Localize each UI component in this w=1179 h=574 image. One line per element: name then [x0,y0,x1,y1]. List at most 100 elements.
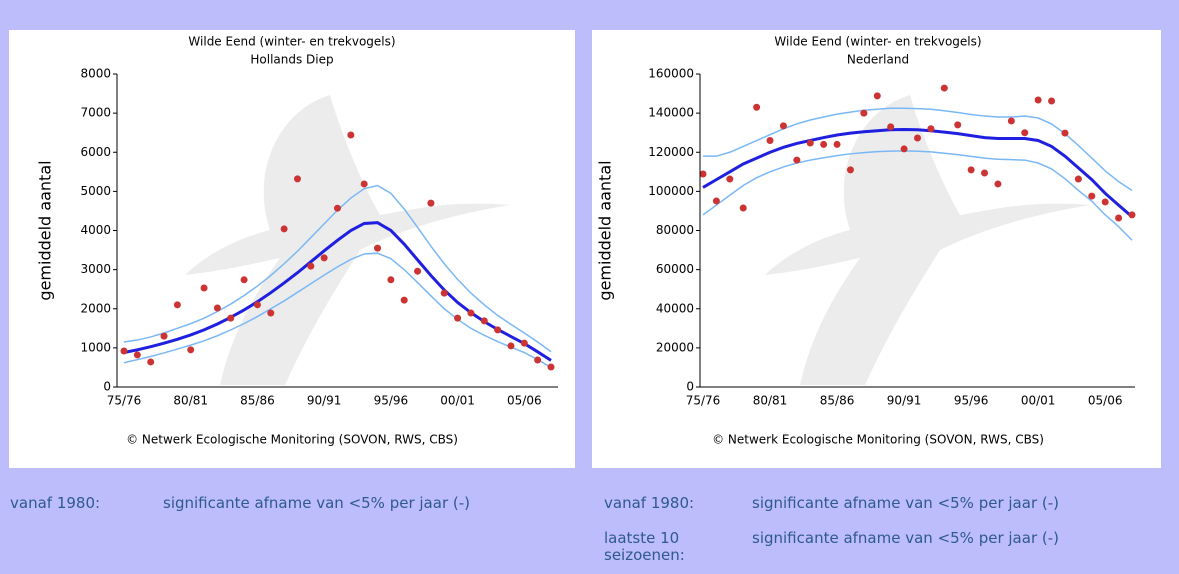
data-point [347,131,355,139]
trend-text: significante afname van <5% per jaar (-) [163,494,470,512]
data-point [227,314,235,322]
data-point [267,309,275,317]
data-point [307,262,315,270]
chart-title: Wilde Eend (winter- en trekvogels) [774,35,981,49]
charts: Wilde Eend (winter- en trekvogels) Hollan… [9,30,1161,468]
trend-text: significante afname van <5% per jaar (-) [752,529,1059,547]
data-point [699,170,707,178]
data-point [414,267,422,275]
y-tick-label: 4000 [80,223,111,237]
trend-line [123,221,552,362]
trend-line [702,128,1133,218]
trend-text: significante afname van <5% per jaar (-) [752,494,1059,512]
data-point [240,276,248,284]
data-point [440,289,448,297]
x-tick-label: 80/81 [173,394,208,408]
data-point [293,175,301,183]
y-tick-label: 160000 [648,67,694,81]
data-point [927,125,935,133]
data-point [320,254,328,262]
x-tick-label: 95/96 [374,394,409,408]
chart-subtitle: Hollands Diep [250,53,333,67]
data-point [1048,97,1056,105]
source: © Netwerk Ecologische Monitoring (SOVON,… [126,433,458,447]
data-point [280,225,288,233]
data-point [427,199,435,207]
y-axis-label: gemiddeld aantal [596,160,615,300]
trend-period: vanaf 1980: [604,494,695,512]
data-point [400,296,408,304]
y-tick-label: 7000 [80,106,111,120]
x-tick-label: 75/76 [686,394,721,408]
data-point [860,109,868,117]
y-tick-label: 6000 [80,145,111,159]
data-point [360,180,368,188]
data-point [739,204,747,212]
data-point [967,166,975,174]
data-point [779,122,787,130]
source: © Netwerk Ecologische Monitoring (SOVON,… [712,433,1044,447]
trend-period: laatste 10 seizoenen: [604,529,685,564]
data-point [1088,192,1096,200]
data-point [534,356,542,364]
data-point [753,103,761,111]
trend-line [702,150,1133,241]
trend-line [703,107,1133,192]
x-tick-label: 90/91 [307,394,342,408]
data-point [887,123,895,131]
y-tick-label: 2000 [80,301,111,315]
data-point [994,180,1002,188]
data-point [1021,129,1029,137]
data-point [200,284,208,292]
data-point [1074,175,1082,183]
data-point [806,139,814,147]
data-point [914,134,921,142]
data-point [133,351,141,359]
data-point [954,121,962,129]
data-point [1115,214,1123,222]
y-tick-label: 0 [686,380,694,394]
chart-title: Wilde Eend (winter- en trekvogels) [188,35,395,49]
data-point [494,326,502,334]
data-point [547,363,555,371]
data-point [387,276,395,284]
data-point [820,140,828,148]
data-point [900,145,908,153]
data-point [467,309,475,317]
y-tick-label: 1000 [80,340,111,354]
x-tick-label: 90/91 [887,394,922,408]
x-tick-label: 85/86 [820,394,855,408]
y-tick-label: 3000 [80,262,111,276]
data-point [873,92,881,100]
data-point [507,342,515,350]
data-point [1128,211,1136,219]
data-point [213,304,221,312]
data-point [1007,117,1015,125]
data-point [833,140,841,148]
x-tick-label: 85/86 [240,394,275,408]
data-point [712,197,720,205]
x-tick-label: 80/81 [753,394,788,408]
y-tick-label: 5000 [80,184,111,198]
data-point [1034,96,1042,104]
data-point [480,317,488,325]
data-point [981,169,989,177]
data-point [160,332,168,340]
y-tick-label: 8000 [80,67,111,81]
data-point [1061,129,1069,137]
trend-line [123,252,552,369]
data-point [940,84,948,92]
watermark [185,95,510,385]
x-tick-label: 00/01 [1021,394,1056,408]
y-axis-label: gemiddeld aantal [36,160,55,300]
trend-period: vanaf 1980: [10,494,101,512]
data-point [147,358,155,366]
chart-subtitle: Nederland [847,53,909,67]
y-tick-label: 140000 [648,106,694,120]
y-tick-label: 100000 [648,184,694,198]
data-point [120,347,128,355]
data-point [766,137,774,145]
data-point [726,175,734,183]
data-point [793,156,801,164]
